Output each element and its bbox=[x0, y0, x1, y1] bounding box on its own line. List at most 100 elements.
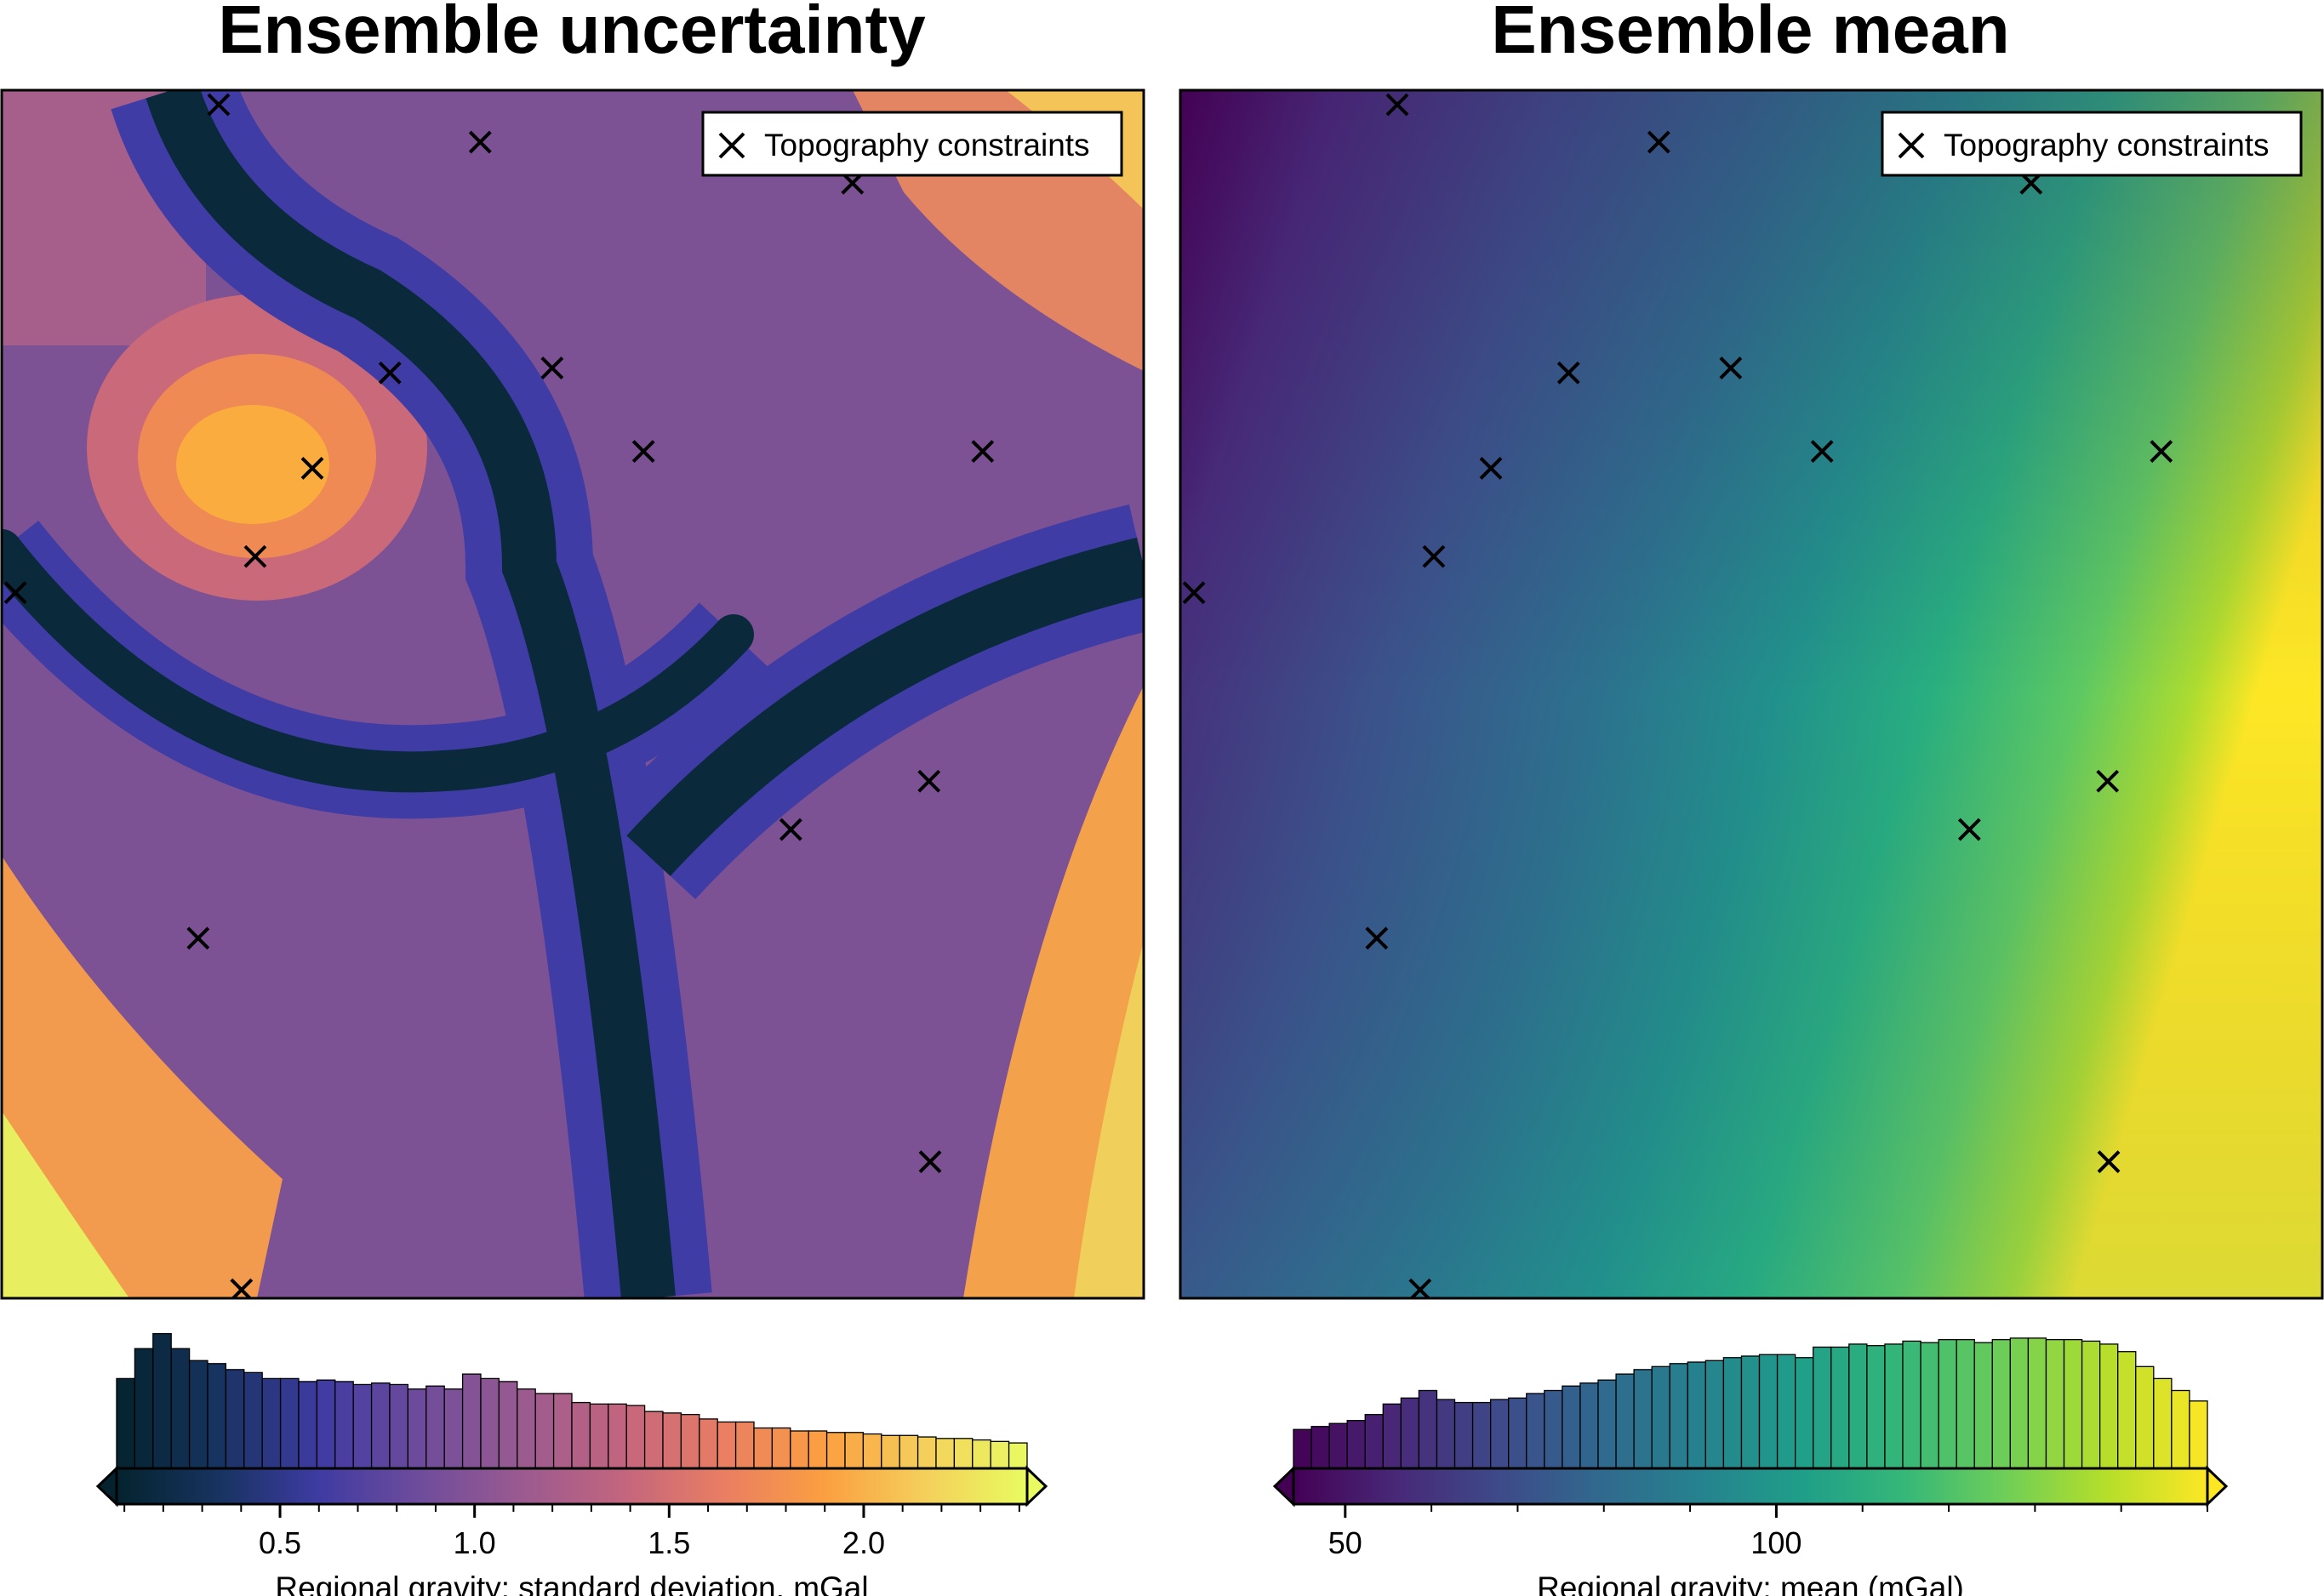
histogram-bar bbox=[2063, 1338, 2083, 1469]
constraint-marker-x-icon bbox=[1408, 1278, 1432, 1298]
histogram-bar bbox=[1364, 1413, 1384, 1469]
colorbar-tick-label: 1.0 bbox=[454, 1525, 496, 1560]
histogram-bar bbox=[1310, 1426, 1330, 1469]
histogram-bar bbox=[1776, 1354, 1796, 1469]
histogram-bar bbox=[680, 1413, 700, 1469]
colorbar-label: Regional gravity: mean (mGal) bbox=[1537, 1570, 1964, 1596]
histogram-bar bbox=[1615, 1373, 1635, 1469]
constraint-marker-x-icon bbox=[2150, 440, 2173, 463]
legend: Topography constraints bbox=[701, 111, 1123, 177]
histogram-bar bbox=[734, 1421, 755, 1469]
histogram-bar bbox=[825, 1432, 846, 1469]
histogram-bar bbox=[1884, 1343, 1904, 1469]
constraint-marker-x-icon bbox=[3, 581, 27, 605]
colorbar-frame bbox=[1292, 1467, 2209, 1506]
histogram-bar bbox=[1794, 1357, 1814, 1469]
colorbar-extend-low bbox=[95, 1465, 118, 1508]
histogram-bar bbox=[1956, 1338, 1975, 1469]
colorbar-mean: 50 100 Regional gravity: mean (mGal) bbox=[1272, 1337, 2229, 1596]
histogram-bar bbox=[808, 1430, 828, 1469]
mean-map bbox=[1180, 90, 2322, 1298]
constraint-marker-x-icon bbox=[2096, 769, 2120, 793]
histogram-bar bbox=[1740, 1355, 1761, 1469]
histogram-bar bbox=[2117, 1351, 2137, 1469]
histogram-bar bbox=[1973, 1342, 1993, 1469]
histogram-bar bbox=[790, 1430, 809, 1469]
constraint-marker-x-icon bbox=[1556, 361, 1580, 385]
histogram-bar bbox=[1008, 1442, 1028, 1469]
colorbar-extend-high bbox=[1025, 1465, 1048, 1508]
histogram-bar bbox=[188, 1359, 208, 1469]
histogram-bar bbox=[2009, 1337, 2030, 1469]
histogram-bar bbox=[480, 1377, 500, 1469]
constraint-marker-x-icon bbox=[971, 440, 995, 463]
histogram-bar bbox=[608, 1403, 627, 1469]
histogram-bar bbox=[1562, 1385, 1581, 1469]
histogram-bar bbox=[389, 1383, 409, 1469]
constraint-marker-x-icon bbox=[1719, 356, 1743, 380]
constraint-marker-x-icon bbox=[1385, 93, 1409, 117]
histogram-bar bbox=[589, 1403, 609, 1469]
histogram-bar bbox=[662, 1412, 682, 1469]
colorbar-histogram bbox=[116, 1332, 1028, 1469]
map-low-band-right bbox=[626, 537, 1144, 876]
histogram-bar bbox=[990, 1440, 1010, 1469]
histogram-bar bbox=[1651, 1365, 1670, 1469]
constraint-marker-x-icon bbox=[540, 356, 564, 380]
histogram-bar bbox=[1597, 1379, 1617, 1469]
colorbar-histogram bbox=[1293, 1337, 2208, 1469]
histogram-bar bbox=[1722, 1357, 1743, 1469]
histogram-bar bbox=[1490, 1399, 1510, 1469]
histogram-bar bbox=[771, 1427, 791, 1469]
constraint-marker-x-icon bbox=[918, 1150, 942, 1173]
histogram-bar bbox=[1866, 1345, 1886, 1469]
constraint-marker-x-icon bbox=[300, 457, 324, 480]
histogram-bar bbox=[1346, 1420, 1366, 1469]
mean-field-shading bbox=[1180, 90, 2322, 1298]
colorbar-extend-high bbox=[2206, 1465, 2229, 1508]
histogram-bar bbox=[1544, 1389, 1563, 1469]
map-frame bbox=[0, 88, 1145, 1300]
histogram-bar bbox=[1418, 1389, 1438, 1469]
map-region-bottom-right-hot bbox=[1074, 941, 1144, 1298]
colorbar-tick-label: 2.0 bbox=[842, 1525, 885, 1560]
histogram-bar bbox=[972, 1439, 991, 1469]
constraint-marker-x-icon bbox=[230, 1278, 254, 1298]
colorbar-uncertainty: 0.5 1.0 1.5 2.0 Regional gravity: standard d… bbox=[95, 1332, 1048, 1596]
histogram-bar bbox=[534, 1393, 555, 1469]
histogram-bar bbox=[116, 1377, 136, 1469]
map-low-band-lower bbox=[2, 529, 754, 793]
constraint-marker-x-icon bbox=[1479, 457, 1503, 480]
colorbar-frame bbox=[115, 1467, 1029, 1506]
histogram-bar bbox=[717, 1421, 737, 1469]
constraint-marker-x-icon bbox=[1957, 818, 1981, 841]
histogram-bar bbox=[862, 1433, 882, 1469]
histogram-bar bbox=[2081, 1340, 2101, 1469]
legend-label: Topography constraints bbox=[764, 128, 1090, 162]
constraint-marker-x-icon bbox=[631, 440, 655, 463]
histogram-bar bbox=[425, 1385, 445, 1469]
histogram-bar bbox=[552, 1393, 573, 1469]
histogram-bar bbox=[1293, 1428, 1312, 1469]
histogram-bar bbox=[170, 1348, 191, 1469]
histogram-bar bbox=[935, 1438, 956, 1469]
colorbar-tick-label: 100 bbox=[1750, 1525, 1802, 1560]
constraint-marker-x-icon bbox=[917, 769, 941, 793]
uncertainty-map bbox=[2, 90, 1144, 1298]
panel-mean: Ensemble mean bbox=[1179, 0, 2324, 1596]
colorbar-strip bbox=[117, 1468, 1027, 1504]
histogram-bar bbox=[1813, 1346, 1832, 1469]
histogram-bar bbox=[207, 1363, 227, 1469]
map-region-bottom-left-warm bbox=[2, 856, 283, 1298]
histogram-bar bbox=[225, 1369, 245, 1469]
panel-title-mean: Ensemble mean bbox=[1491, 0, 2009, 67]
histogram-bar bbox=[1920, 1342, 1939, 1469]
histogram-bar bbox=[753, 1427, 774, 1469]
histogram-bar bbox=[1848, 1343, 1868, 1469]
constraint-markers bbox=[1182, 93, 2173, 1298]
histogram-bar bbox=[1508, 1397, 1527, 1469]
legend-box bbox=[1881, 111, 2303, 177]
colorbar-strip bbox=[1293, 1468, 2207, 1504]
histogram-bar bbox=[1382, 1403, 1402, 1469]
